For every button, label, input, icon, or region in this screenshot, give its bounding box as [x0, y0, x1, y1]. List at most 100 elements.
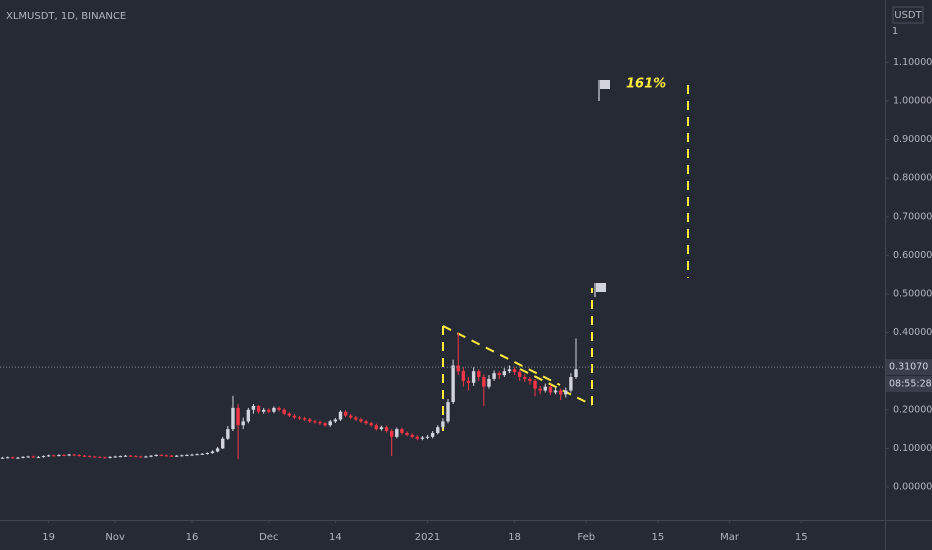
candle-body [461, 371, 466, 381]
candle-body [400, 429, 404, 433]
x-tick-label: 2021 [415, 532, 440, 543]
countdown-box [886, 376, 932, 393]
candle-body [62, 454, 66, 456]
last-price-label: 0.31070 [889, 362, 928, 373]
candle-body [569, 376, 573, 391]
chart-title: XLMUSDT, 1D, BINANCE [6, 11, 126, 22]
y-tick-label: 0.50000 [893, 289, 932, 300]
y-tick-label: 1.10000 [893, 57, 932, 68]
candle-body [272, 407, 276, 412]
candle-body [108, 456, 112, 458]
scale-label[interactable]: USDT [894, 10, 922, 21]
y-tick-label: 0.00000 [893, 481, 932, 492]
candle-body [497, 373, 501, 376]
candle-body [333, 419, 338, 422]
candle-body [302, 418, 307, 420]
candle-body [564, 390, 568, 395]
y-tick-label: 0.20000 [893, 404, 932, 415]
candle-body [354, 417, 358, 420]
candle-body [410, 434, 414, 437]
flag [594, 80, 610, 297]
candle-body [113, 456, 117, 458]
x-tick-label: 16 [186, 532, 199, 543]
x-tick-label: 15 [652, 532, 665, 543]
candle-body [436, 427, 440, 433]
pattern-line [519, 368, 593, 406]
x-tick-label: Feb [577, 532, 595, 543]
candle-body [446, 402, 450, 422]
candle-body [169, 455, 174, 457]
scale-label-box[interactable] [892, 6, 924, 24]
candle-body [395, 429, 399, 437]
candle-body [205, 453, 210, 455]
candle-body [533, 380, 537, 389]
y-tick-label: 0.90000 [893, 134, 932, 145]
candle-body [415, 436, 419, 439]
candle-body [133, 456, 138, 458]
candle-body [0, 457, 5, 459]
candle-body [149, 455, 153, 457]
candle-body [277, 407, 281, 410]
candle-body [477, 371, 481, 377]
x-tick-label: 19 [42, 532, 55, 543]
candle-body [200, 453, 204, 455]
x-tick-label: Nov [105, 532, 125, 543]
x-tick-label: 18 [508, 532, 521, 543]
candle-body [215, 448, 220, 452]
candle-body [5, 457, 10, 459]
candle-body [139, 456, 143, 458]
candle-body [231, 407, 235, 430]
candle-body [26, 456, 30, 458]
candle-body [379, 427, 384, 430]
y-tick-label: 0.70000 [893, 211, 932, 222]
candle-body [441, 421, 445, 428]
candle-body [174, 455, 179, 457]
candle-body [313, 421, 317, 423]
candle-body [492, 373, 496, 379]
candle-body [430, 432, 435, 437]
candle-body [210, 451, 215, 454]
candle-body [21, 456, 25, 458]
candle-body [507, 369, 512, 372]
candle-body [374, 425, 379, 430]
candle-body [159, 454, 163, 456]
candle-body [425, 436, 430, 438]
candle-body [553, 390, 558, 393]
drawings [442, 85, 689, 437]
candle-body [41, 456, 46, 458]
candle-body [77, 454, 82, 456]
candle-body [226, 429, 230, 439]
candle-body [57, 454, 61, 456]
x-tick-label: 15 [795, 532, 808, 543]
candle-body [128, 455, 133, 457]
candle-body [118, 456, 123, 458]
annotation: 161% [626, 77, 666, 92]
candle-body [123, 455, 128, 457]
candle-body [558, 390, 563, 395]
candle-body [343, 411, 348, 416]
candle-body [154, 454, 158, 456]
candle-body [46, 455, 51, 457]
candle-body [517, 371, 522, 377]
candle-body [456, 365, 460, 372]
candle-body [52, 455, 56, 457]
candle-body [297, 417, 302, 419]
candle-body [528, 378, 532, 381]
y-tick-label: 0.40000 [893, 327, 932, 338]
y-tick-label: 0.80000 [893, 173, 932, 184]
candle-body [466, 380, 471, 383]
candle-body [420, 437, 425, 439]
candle-body [190, 454, 194, 456]
candle-body [512, 369, 517, 372]
candle-body [451, 365, 455, 403]
candle-body [98, 456, 102, 458]
candle-body [292, 415, 297, 418]
candle-body [471, 371, 476, 383]
candle-body [364, 421, 368, 424]
candle-body [338, 411, 343, 420]
candle-body [318, 422, 322, 424]
candle-body [82, 455, 87, 457]
scale-note: 1 [892, 26, 898, 37]
